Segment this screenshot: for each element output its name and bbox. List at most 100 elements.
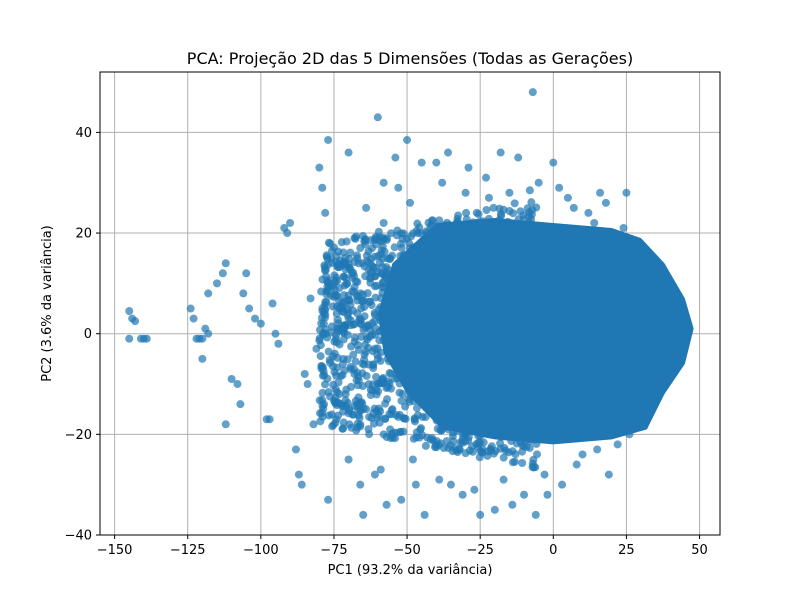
scatter-point [344,409,353,418]
scatter-point [446,296,455,305]
scatter-point [368,380,377,389]
scatter-point [468,342,477,351]
scatter-point [415,433,424,442]
scatter-point [420,333,429,342]
scatter-point [221,420,230,429]
scatter-point [534,425,543,434]
scatter-point [323,374,332,383]
scatter-point [444,349,453,358]
scatter-point [470,383,479,392]
scatter-point [533,450,542,459]
scatter-point [527,198,536,207]
scatter-point [198,334,207,343]
scatter-point [443,283,452,292]
scatter-point [424,301,433,310]
scatter-point [455,239,464,248]
scatter-point [315,409,324,418]
scatter-point [503,422,512,431]
scatter-point [341,259,350,268]
scatter-point [524,265,533,274]
scatter-point [518,458,527,467]
scatter-point [409,397,418,406]
scatter-point [406,288,415,297]
scatter-point [451,309,460,318]
scatter-point [421,441,430,450]
scatter-point [489,351,498,360]
scatter-point [525,248,534,257]
scatter-point [451,288,460,297]
x-tick-label: −100 [243,543,279,558]
scatter-point [370,470,379,479]
scatter-point [489,203,498,212]
scatter-point [482,173,491,182]
scatter-point [363,289,372,298]
scatter-point [368,330,377,339]
scatter-point [446,240,455,249]
scatter-point [482,206,491,215]
scatter-point [478,233,487,242]
scatter-point [558,480,567,489]
scatter-point [475,248,484,257]
scatter-point [365,412,374,421]
scatter-point [358,232,367,241]
y-tick-label: 40 [75,126,92,141]
scatter-point [499,475,508,484]
scatter-point [510,235,519,244]
scatter-point [419,283,428,292]
x-tick-label: 25 [618,543,635,558]
scatter-point [431,441,440,450]
scatter-point [283,229,292,238]
scatter-point [367,269,376,278]
scatter-point [454,255,463,264]
scatter-point [397,495,406,504]
scatter-point [315,163,324,172]
y-tick-label: −20 [65,428,92,443]
scatter-point [256,319,265,328]
scatter-point [320,263,329,272]
scatter-point [341,390,350,399]
scatter-point [465,224,474,233]
scatter-point [433,222,442,231]
scatter-point [444,269,453,278]
scatter-point [340,329,349,338]
scatter-point [449,274,458,283]
scatter-point [525,400,534,409]
scatter-point [417,158,426,167]
scatter-point [436,237,445,246]
x-tick-label: −125 [170,543,206,558]
scatter-point [327,254,336,263]
scatter-point [395,379,404,388]
scatter-point [420,510,429,519]
scatter-point [439,316,448,325]
scatter-point [332,309,341,318]
scatter-point [495,410,504,419]
scatter-point [533,245,542,254]
scatter-point [399,427,408,436]
scatter-point [365,297,374,306]
scatter-point [394,183,403,192]
scatter-point [403,135,412,144]
scatter-point [410,414,419,423]
scatter-point [350,234,359,243]
scatter-point [354,345,363,354]
scatter-point [420,390,429,399]
scatter-point [350,320,359,329]
scatter-point [501,261,510,270]
scatter-point [449,437,458,446]
scatter-point [514,215,523,224]
scatter-point [367,244,376,253]
scatter-point [526,319,535,328]
scatter-point [322,272,331,281]
scatter-point [426,339,435,348]
scatter-point [227,374,236,383]
x-tick-label: −150 [97,543,133,558]
scatter-point [533,372,542,381]
scatter-point [458,326,467,335]
scatter-point [407,271,416,280]
scatter-point [519,442,528,451]
scatter-point [486,408,495,417]
scatter-point [474,210,483,219]
scatter-point [331,385,340,394]
scatter-point [470,372,479,381]
scatter-point [507,269,516,278]
